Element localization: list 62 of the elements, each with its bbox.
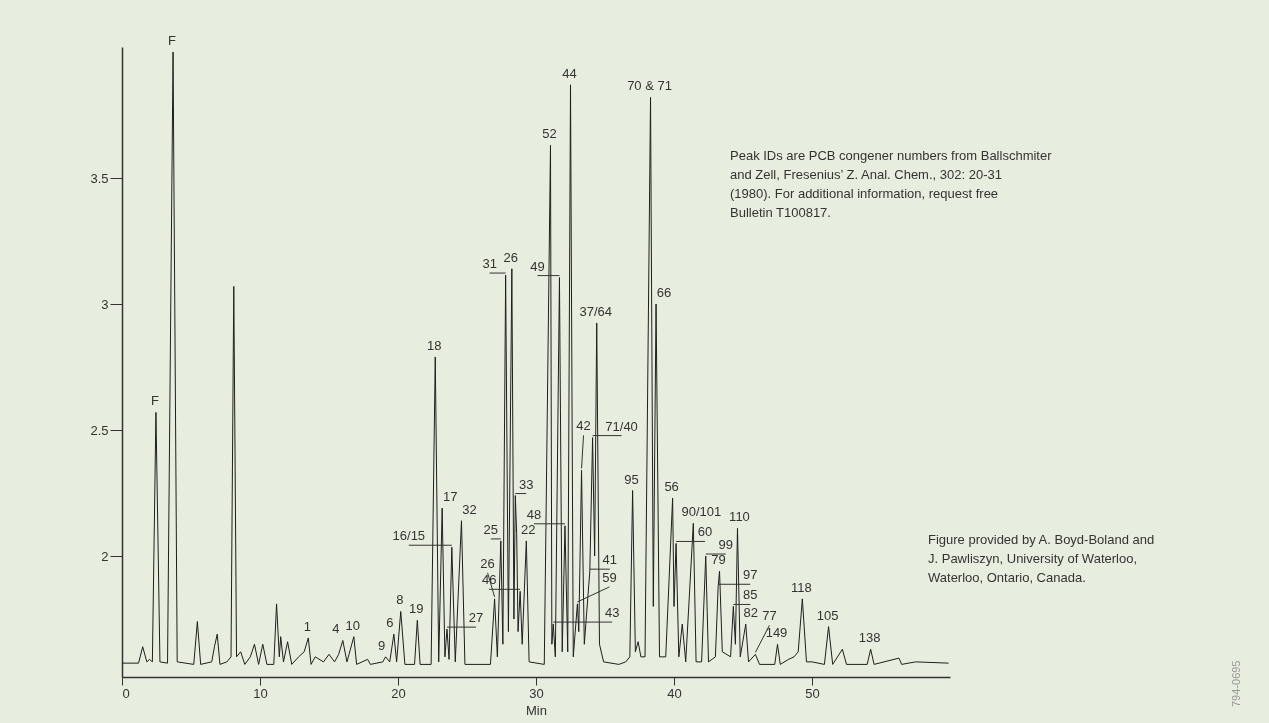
x-tick-label: 50: [805, 685, 820, 701]
annotation: F: [150, 393, 159, 409]
x-tick-label: 20: [391, 685, 406, 701]
y-tick-label: 3: [101, 296, 109, 312]
annotation: 49: [530, 258, 545, 274]
annotation: 79: [711, 552, 726, 568]
annotation: 105: [816, 607, 839, 623]
y-tick-label: 2.5: [90, 422, 109, 438]
x-tick-label: 40: [667, 685, 682, 701]
annotation: 60: [697, 524, 713, 540]
annotation: 4: [332, 621, 340, 637]
annotation: 32: [462, 501, 477, 517]
annotation: 43: [605, 605, 620, 621]
annotation: 9: [377, 637, 386, 653]
annotation: 25: [483, 521, 499, 537]
annotation: 31: [482, 256, 497, 272]
x-tick-label: 10: [253, 685, 268, 701]
y-tick-label: 2: [101, 548, 109, 564]
y-tick-label: 3.5: [90, 170, 109, 186]
annotation: 1: [303, 618, 311, 634]
annotation: 85: [743, 587, 758, 603]
annotation: 19: [409, 601, 424, 617]
annotation: 77: [762, 608, 777, 624]
annotation: 22: [521, 521, 536, 537]
annotation: 66: [656, 285, 672, 301]
x-tick-label: 0: [122, 685, 130, 701]
annotation: 59: [602, 569, 617, 585]
annotation: 48: [526, 506, 542, 522]
annotation: 71/40: [605, 418, 638, 434]
annotation: 26: [480, 555, 495, 571]
annotation: Figure provided by A. Boyd-Boland and J. Pawliszyn, University of Waterloo, Waterloo, Ontario, Canada.: [928, 532, 1155, 585]
annotation: 52: [542, 126, 557, 142]
annotation: Peak IDs are PCB congener numbers from Ballschmiter and Zell, Fresenius’ Z. Anal. Chem., 302: 20-31 (1980). For additional information, request free Bulletin T100817.: [730, 148, 1053, 220]
annotation: 10: [345, 617, 361, 633]
annotation: 37/64: [579, 303, 612, 319]
annotation: 8: [396, 592, 404, 608]
annotation: 138: [858, 630, 881, 646]
annotation: 17: [442, 489, 458, 505]
annotation: 149: [765, 625, 788, 641]
x-tick-label: 30: [529, 685, 544, 701]
annotation: 26: [503, 249, 519, 265]
annotation: 42: [576, 418, 591, 434]
annotation: 99: [718, 537, 733, 553]
annotation: 95: [624, 471, 639, 487]
annotation: 27: [468, 610, 484, 626]
annotation: 82: [743, 605, 758, 621]
annotation: 70 & 71: [627, 78, 672, 94]
annotation: 16/15: [392, 528, 426, 544]
annotation: 56: [664, 479, 679, 495]
annotation: 110: [729, 509, 750, 525]
annotation: 44: [562, 65, 577, 81]
annotation: 6: [386, 615, 394, 631]
x-axis-title: Min: [526, 702, 547, 718]
text: 794-0695: [1230, 660, 1242, 707]
annotation: 18: [427, 337, 442, 353]
annotation: F: [168, 33, 177, 49]
annotation: 41: [602, 552, 618, 568]
annotation: 33: [519, 476, 534, 492]
annotation: 97: [742, 567, 758, 583]
annotation: 90/101: [681, 504, 722, 520]
annotation: 46: [481, 572, 497, 588]
annotation: 118: [790, 579, 812, 595]
